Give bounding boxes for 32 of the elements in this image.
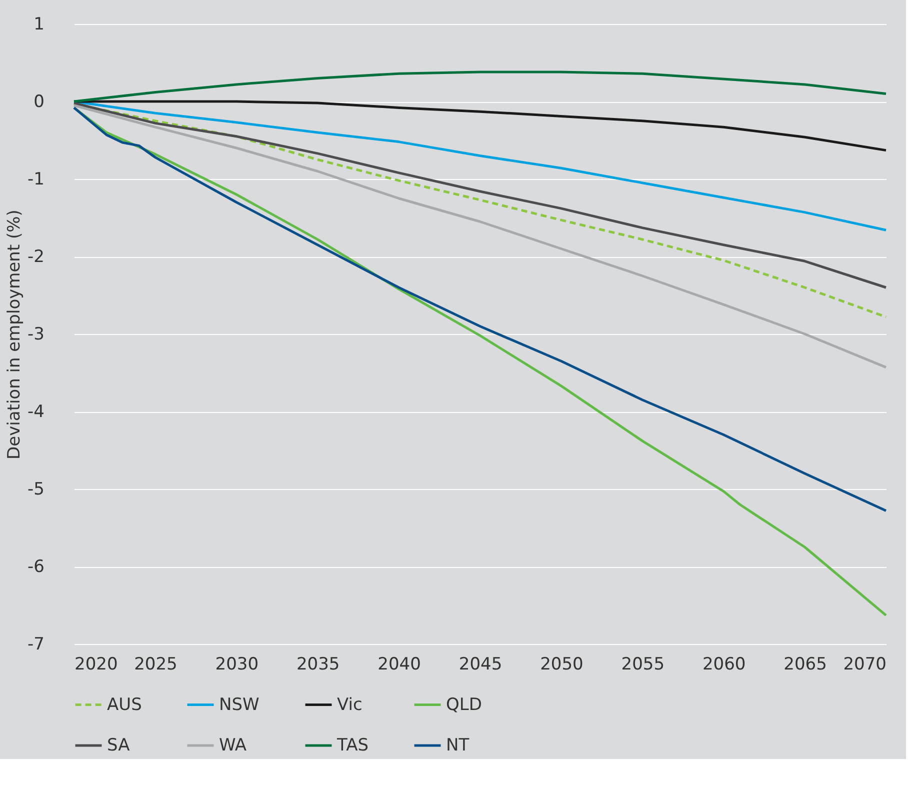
x-tick-label: 2045 [458, 654, 502, 674]
line-series [72, 70, 888, 103]
y-tick-label: 1 [34, 14, 44, 34]
legend-label: NSW [219, 694, 260, 715]
x-tick-label: 2020 [74, 654, 118, 674]
x-tick-label: 2035 [296, 654, 340, 674]
y-axis-title: Deviation in employment (%) [4, 210, 25, 460]
line-series [72, 104, 888, 369]
y-tick-label: -3 [28, 324, 44, 344]
legend-label: Vic [337, 694, 362, 715]
legend-label: TAS [336, 736, 368, 756]
y-tick-label: -4 [28, 402, 44, 422]
y-tick-label: -5 [28, 480, 44, 500]
y-tick-label: -7 [28, 634, 44, 654]
x-tick-label: 2055 [621, 654, 665, 674]
legend-label: AUS [107, 694, 142, 715]
x-tick-label: 2060 [702, 654, 746, 674]
legend-label: SA [107, 736, 130, 756]
legend-label: NT [446, 736, 470, 756]
x-tick-label: 2025 [134, 654, 178, 674]
x-tick-label: 2040 [378, 654, 421, 674]
x-tick-label: 2065 [784, 654, 827, 674]
legend-label: WA [219, 736, 247, 756]
x-tick-label: 2050 [540, 654, 584, 674]
y-tick-label: -6 [28, 557, 44, 577]
x-tick-label: 2030 [215, 654, 259, 674]
y-tick-label: 0 [34, 92, 44, 112]
x-tick-label: 2070 [843, 654, 886, 674]
legend-label: QLD [446, 694, 482, 715]
line-series [72, 106, 888, 512]
y-tick-label: -1 [28, 170, 44, 190]
y-tick-label: -2 [28, 247, 44, 267]
